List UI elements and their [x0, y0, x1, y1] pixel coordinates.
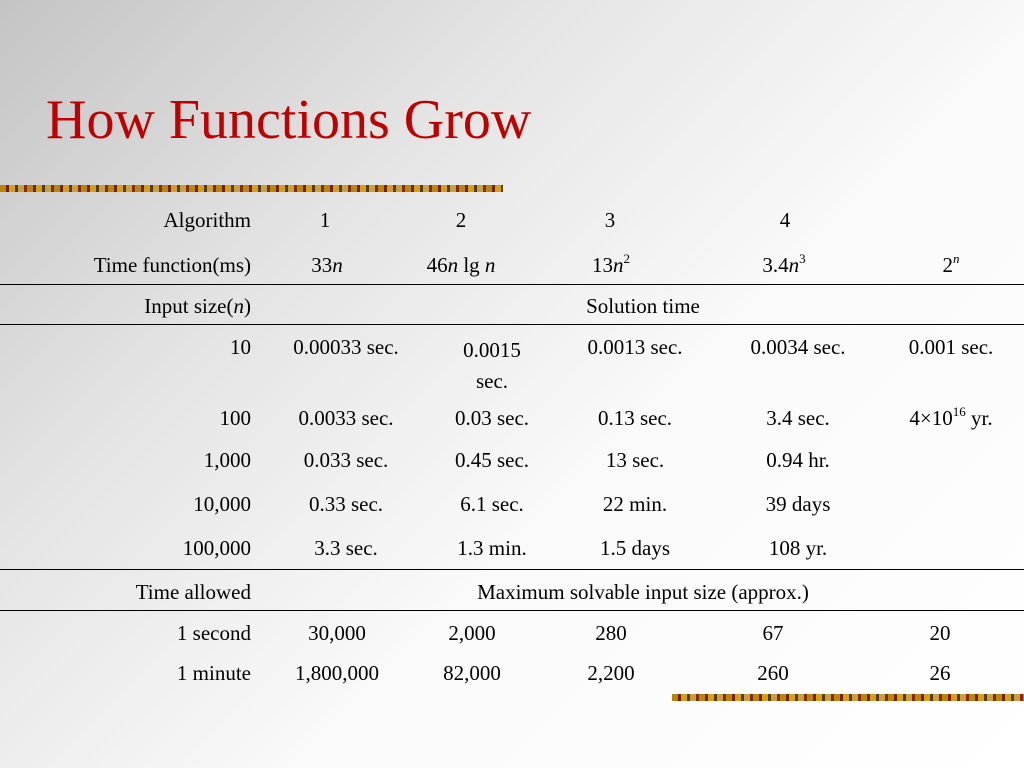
time-function-3: 13n2 [592, 253, 630, 278]
max-size-cell: 67 [763, 621, 784, 646]
solution-time-cell: 0.00033 sec. [293, 335, 399, 360]
time-allowed-cell: 1 second [177, 621, 251, 646]
max-size-cell: 1,800,000 [295, 661, 379, 686]
input-size-label: Input size(n) [144, 294, 251, 319]
algorithm-4: 4 [780, 208, 791, 233]
algorithm-label: Algorithm [164, 208, 252, 233]
max-size-cell: 82,000 [443, 661, 501, 686]
decorative-bar-bottom [672, 694, 1024, 701]
max-size-cell: 20 [930, 621, 951, 646]
algorithm-1: 1 [320, 208, 331, 233]
solution-time-cell: 1.3 min. [457, 536, 526, 561]
solution-time-cell: 0.45 sec. [455, 448, 529, 473]
solution-time-cell: 0.94 hr. [766, 448, 830, 473]
page-title: How Functions Grow [46, 92, 531, 148]
time-function-5: 2n [943, 253, 960, 278]
input-size-cell: 100,000 [183, 536, 251, 561]
max-size-cell: 260 [757, 661, 789, 686]
table-rule [0, 569, 1024, 570]
solution-time-cell: 13 sec. [606, 448, 664, 473]
time-function-2: 46n lg n [427, 253, 496, 278]
solution-time-cell: 0.033 sec. [304, 448, 389, 473]
time-allowed-label: Time allowed [136, 580, 251, 605]
time-function-1: 33n [311, 253, 343, 278]
max-size-cell: 30,000 [308, 621, 366, 646]
solution-time-cell: 39 days [766, 492, 831, 517]
solution-time-heading: Solution time [586, 294, 700, 319]
table-rule [0, 284, 1024, 285]
algorithm-2: 2 [456, 208, 467, 233]
solution-time-cell: 0.0013 sec. [587, 335, 682, 360]
solution-time-cell: 4×1016 yr. [909, 406, 992, 431]
solution-time-cell: 0.13 sec. [598, 406, 672, 431]
time-allowed-cell: 1 minute [177, 661, 251, 686]
solution-time-cell: 0.001 sec. [909, 335, 994, 360]
max-size-cell: 280 [595, 621, 627, 646]
time-function-label: Time function(ms) [94, 253, 251, 278]
solution-time-cell: 0.03 sec. [455, 406, 529, 431]
input-size-cell: 10 [230, 335, 251, 360]
table-rule [0, 610, 1024, 611]
decorative-bar-top [0, 185, 503, 192]
solution-time-cell: 22 min. [603, 492, 667, 517]
solution-time-cell: 0.0033 sec. [298, 406, 393, 431]
max-input-size-heading: Maximum solvable input size (approx.) [477, 580, 809, 605]
input-size-cell: 10,000 [193, 492, 251, 517]
solution-time-cell: 6.1 sec. [460, 492, 524, 517]
max-size-cell: 2,000 [448, 621, 495, 646]
solution-time-cell: 3.4 sec. [766, 406, 830, 431]
input-size-cell: 1,000 [204, 448, 251, 473]
table-rule [0, 324, 1024, 325]
algorithm-3: 3 [605, 208, 616, 233]
max-size-cell: 26 [930, 661, 951, 686]
solution-time-cell: 0.0015 sec. [447, 335, 537, 397]
solution-time-cell: 0.0034 sec. [750, 335, 845, 360]
solution-time-cell: 3.3 sec. [314, 536, 378, 561]
time-function-4: 3.4n3 [762, 253, 805, 278]
max-size-cell: 2,200 [587, 661, 634, 686]
solution-time-cell: 0.33 sec. [309, 492, 383, 517]
solution-time-cell: 108 yr. [769, 536, 827, 561]
input-size-cell: 100 [220, 406, 252, 431]
solution-time-cell: 1.5 days [600, 536, 670, 561]
